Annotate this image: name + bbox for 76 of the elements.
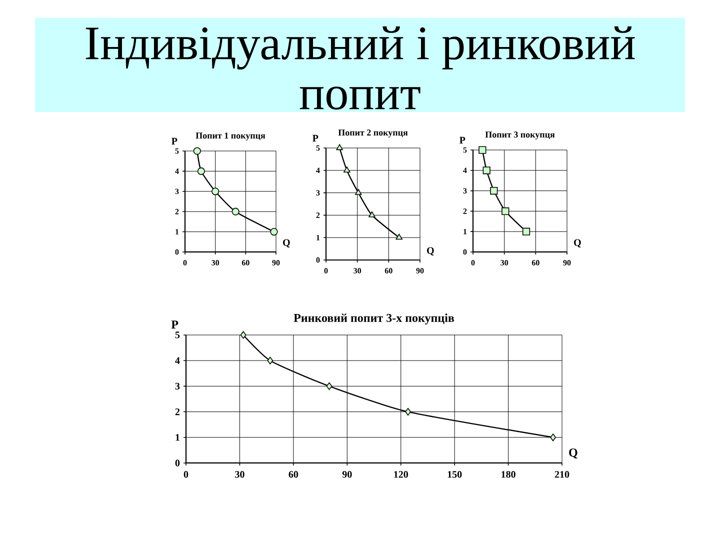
y-tick-label: 5 <box>175 332 180 338</box>
y-axis-title: P <box>460 136 466 144</box>
x-axis-title: Q <box>574 239 581 248</box>
x-tick-label: 60 <box>288 471 298 478</box>
chart-title: Попит 3 покупця <box>485 132 555 140</box>
x-tick-label: 180 <box>502 471 516 478</box>
y-tick-label: 3 <box>175 188 179 194</box>
point <box>336 144 343 150</box>
x-tick-label: 90 <box>416 268 424 274</box>
y-tick-label: 2 <box>175 208 179 214</box>
y-tick-label: 2 <box>175 408 180 416</box>
point <box>368 211 376 218</box>
y-tick-label: 5 <box>463 147 467 153</box>
point <box>502 207 510 215</box>
y-axis-title: P <box>172 138 178 144</box>
x-tick-label: 0 <box>471 260 475 266</box>
point <box>270 228 278 236</box>
x-tick-label: 30 <box>354 268 362 274</box>
point <box>482 166 490 174</box>
y-tick-label: 5 <box>175 148 179 154</box>
point <box>405 408 411 416</box>
x-tick-label: 210 <box>554 471 570 478</box>
y-tick-label: 4 <box>175 168 179 174</box>
y-tick-label: 1 <box>464 228 467 234</box>
x-tick-label: 0 <box>183 260 187 266</box>
y-tick-label: 2 <box>463 208 467 214</box>
point <box>197 167 205 175</box>
point <box>522 228 530 236</box>
chart-title: Ринковий попит 3-х покупців <box>294 314 454 324</box>
point <box>267 356 274 364</box>
point <box>550 434 556 442</box>
x-tick-label: 30 <box>235 471 244 478</box>
x-tick-label: 30 <box>212 260 220 266</box>
x-tick-label: 90 <box>342 471 352 478</box>
y-tick-label: 0 <box>175 249 179 255</box>
x-axis-title: Q <box>283 239 290 248</box>
x-axis-title: Q <box>569 448 578 458</box>
x-axis-title: Q <box>427 247 434 256</box>
point <box>355 188 362 195</box>
y-axis-title: P <box>171 320 178 328</box>
y-tick-label: 3 <box>175 382 180 390</box>
y-axis-title: P <box>312 134 318 142</box>
chart-title: Попит 1 покупця <box>196 132 266 140</box>
point <box>344 166 350 172</box>
text: Індивідуальний і ринковий попит <box>86 26 635 110</box>
y-tick-label: 0 <box>175 460 180 466</box>
point <box>240 331 246 339</box>
x-tick-label: 150 <box>448 471 462 478</box>
point <box>326 382 332 390</box>
x-tick-label: 90 <box>272 260 280 266</box>
point <box>193 147 201 155</box>
x-tick-label: 60 <box>242 260 250 266</box>
y-tick-label: 3 <box>316 190 320 196</box>
x-tick-label: 60 <box>532 260 540 266</box>
chart-title: Попит 2 покупця <box>338 130 408 138</box>
x-tick-label: 60 <box>384 268 392 274</box>
point <box>478 146 486 154</box>
y-tick-label: 4 <box>175 357 180 364</box>
y-tick-label: 2 <box>316 212 320 218</box>
point <box>232 208 240 216</box>
point <box>212 188 220 196</box>
y-tick-label: 5 <box>316 145 320 151</box>
y-tick-label: 0 <box>463 249 467 255</box>
y-tick-label: 1 <box>316 234 320 240</box>
x-tick-label: 90 <box>563 260 571 266</box>
y-tick-label: 4 <box>463 168 467 174</box>
x-tick-label: 120 <box>394 471 408 478</box>
y-tick-label: 1 <box>176 434 180 441</box>
y-tick-label: 3 <box>463 188 467 194</box>
point <box>490 186 498 195</box>
x-tick-label: 0 <box>324 268 328 274</box>
x-tick-label: 30 <box>500 260 508 266</box>
x-tick-label: 0 <box>184 471 188 478</box>
y-tick-label: 4 <box>316 168 320 174</box>
y-tick-label: 1 <box>176 229 179 234</box>
point <box>396 234 402 240</box>
